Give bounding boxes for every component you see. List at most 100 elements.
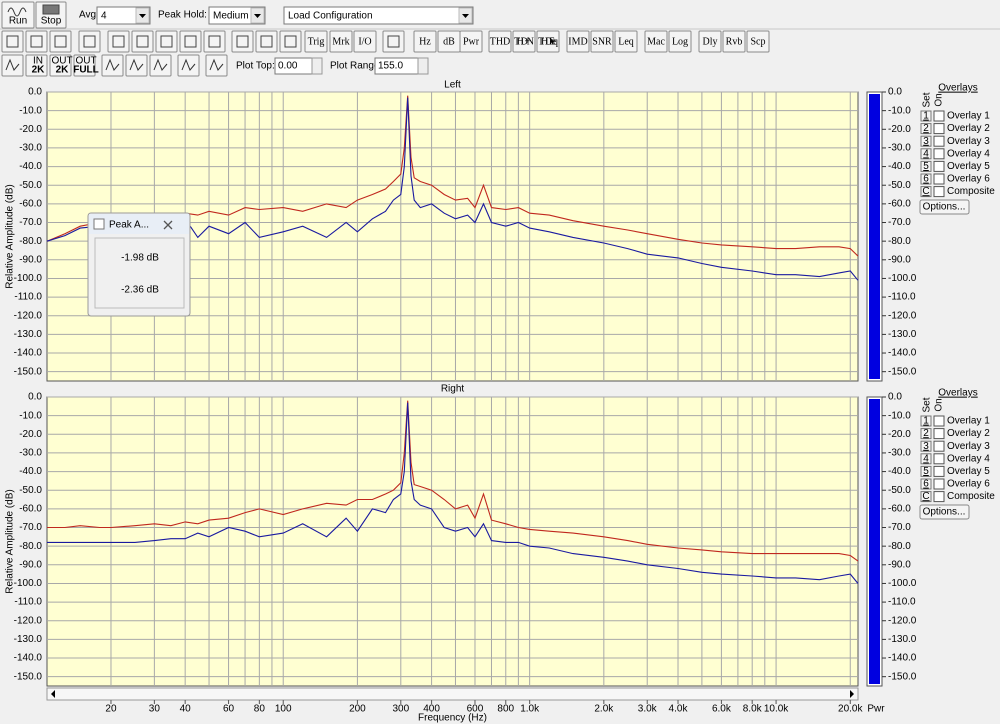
scroll-left[interactable]	[51, 690, 55, 698]
toolbar-text-button[interactable]	[644, 30, 668, 53]
toolbar-text-button[interactable]	[614, 30, 638, 53]
toolbar-text-button[interactable]	[353, 30, 377, 53]
on-label: On	[934, 398, 945, 411]
y-tick-label: -40.0	[19, 161, 42, 172]
overlay-checkbox[interactable]	[933, 491, 945, 503]
toolbar-icon-button[interactable]	[73, 54, 96, 77]
toolbar-text-button[interactable]	[304, 30, 328, 53]
toolbar-icon-button[interactable]	[25, 30, 48, 53]
scroll-right[interactable]	[850, 690, 854, 698]
y-tick-label: -20.0	[19, 429, 42, 440]
toolbar-text-button[interactable]	[566, 30, 590, 53]
overlay-set-box[interactable]	[920, 123, 932, 135]
overlay-checkbox[interactable]	[933, 186, 945, 198]
overlay-checkbox[interactable]	[933, 453, 945, 465]
y-tick-label: -120.0	[14, 310, 43, 321]
overlay-set-box[interactable]	[920, 428, 932, 440]
x-tick-label: 200	[349, 704, 366, 715]
overlay-set: C	[922, 186, 929, 197]
toolbar-text-button[interactable]	[698, 30, 722, 53]
pwr-tick-label: -10.0	[888, 105, 911, 116]
config-select[interactable]	[283, 6, 474, 25]
toolbar-icon-button[interactable]	[131, 30, 154, 53]
spectrum-line	[46, 97, 859, 281]
toolbar-text-button[interactable]	[668, 30, 692, 53]
toolbar-icon-button[interactable]	[49, 54, 72, 77]
toolbar-text-button[interactable]	[746, 30, 770, 53]
overlay-checkbox[interactable]	[933, 110, 945, 122]
x-tick-label: 2.0k	[594, 704, 614, 715]
toolbar-button-label: Log	[672, 36, 688, 47]
toolbar-icon-button[interactable]	[49, 30, 72, 53]
overlay-set-box[interactable]	[920, 453, 932, 465]
overlay-set-box[interactable]	[920, 160, 932, 172]
toolbar-icon-button[interactable]	[255, 30, 278, 53]
toolbar-icon-button[interactable]	[1, 30, 24, 53]
overlay-set-box[interactable]	[920, 186, 932, 198]
toolbar-icon-button[interactable]	[179, 30, 202, 53]
toolbar-text-button[interactable]	[512, 30, 536, 53]
toolbar-icon-button[interactable]	[155, 30, 178, 53]
overlay-label: Overlay 5	[947, 466, 990, 477]
pwr-tick-label: -20.0	[888, 429, 911, 440]
overlay-set-box[interactable]	[920, 415, 932, 427]
peak-hold-select-arrow	[254, 14, 261, 18]
scrollbar[interactable]	[46, 687, 859, 701]
toolbar-text-button[interactable]	[488, 30, 512, 53]
overlay-checkbox[interactable]	[933, 440, 945, 452]
y-tick-label: -20.0	[19, 124, 42, 135]
overlay-set-box[interactable]	[920, 478, 932, 490]
toolbar-icon-button[interactable]	[107, 30, 130, 53]
overlay-set-box[interactable]	[920, 491, 932, 503]
overlay-label: Overlay 4	[947, 148, 990, 159]
options-button[interactable]	[919, 504, 970, 520]
toolbar-text-button[interactable]	[329, 30, 353, 53]
overlay-set-box[interactable]	[920, 110, 932, 122]
toolbar-button-label: Scp	[751, 36, 766, 47]
y-tick-label: -150.0	[14, 366, 43, 377]
toolbar-icon	[160, 35, 173, 48]
toolbar-text-button[interactable]	[536, 30, 560, 53]
toolbar-icon	[236, 35, 249, 48]
overlay-set-box[interactable]	[920, 148, 932, 160]
pwr-tick-label: -40.0	[888, 161, 911, 172]
toolbar-icon-button[interactable]	[382, 30, 405, 53]
overlay-checkbox[interactable]	[933, 123, 945, 135]
toolbar-text-button[interactable]	[413, 30, 437, 53]
overlay-set-box[interactable]	[920, 440, 932, 452]
overlay-checkbox[interactable]	[933, 465, 945, 477]
overlay-checkbox[interactable]	[933, 478, 945, 490]
overlay-checkbox[interactable]	[933, 160, 945, 172]
popup-close[interactable]	[163, 220, 173, 230]
plot-range-spinner[interactable]	[417, 57, 429, 75]
toolbar-icon-button[interactable]	[203, 30, 226, 53]
toolbar-icon-button[interactable]	[231, 30, 254, 53]
toolbar-text-button[interactable]	[590, 30, 614, 53]
toolbar-icon-button[interactable]	[279, 30, 302, 53]
plot-top-value: 0.00	[278, 61, 298, 72]
overlay-checkbox[interactable]	[933, 173, 945, 185]
overlay-set-box[interactable]	[920, 173, 932, 185]
toolbar-text-button[interactable]	[459, 30, 483, 53]
avg-label: Avg:	[79, 10, 99, 21]
overlay-checkbox[interactable]	[933, 148, 945, 160]
plot-top-label: Plot Top:	[236, 61, 275, 72]
plot-top-spinner[interactable]	[311, 57, 323, 75]
overlay-checkbox[interactable]	[933, 135, 945, 147]
overlay-set-box[interactable]	[920, 465, 932, 477]
options-button[interactable]	[919, 199, 970, 215]
y-tick-label: -130.0	[14, 634, 43, 645]
avg-select-value: 4	[101, 11, 107, 22]
y-tick-label: -60.0	[19, 504, 42, 515]
toolbar-button-label: SNR	[592, 36, 612, 47]
overlay-checkbox[interactable]	[933, 428, 945, 440]
pwr-tick-label: -50.0	[888, 180, 911, 191]
overlay-set-box[interactable]	[920, 135, 932, 147]
x-tick-label: 600	[467, 704, 484, 715]
overlay-checkbox[interactable]	[933, 415, 945, 427]
toolbar-icon-button[interactable]	[78, 30, 101, 53]
toolbar-text-button[interactable]	[722, 30, 746, 53]
popup-icon	[93, 218, 105, 230]
toolbar-icon-button[interactable]	[25, 54, 48, 77]
y-tick-label: -110.0	[14, 292, 42, 303]
